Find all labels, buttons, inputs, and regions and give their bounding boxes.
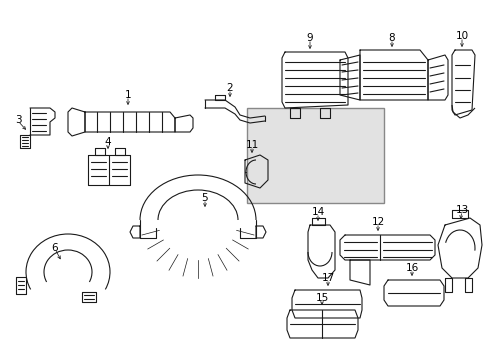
- Text: 15: 15: [315, 293, 328, 303]
- Text: 16: 16: [405, 263, 418, 273]
- Bar: [246, 108, 383, 203]
- Text: 10: 10: [454, 31, 468, 41]
- Text: 9: 9: [306, 33, 313, 43]
- Text: 6: 6: [52, 243, 58, 253]
- Text: 12: 12: [370, 217, 384, 227]
- Text: 2: 2: [226, 83, 233, 93]
- Text: 1: 1: [124, 90, 131, 100]
- Text: 4: 4: [104, 137, 111, 147]
- Text: 3: 3: [15, 115, 21, 125]
- Text: 13: 13: [454, 205, 468, 215]
- Text: 14: 14: [311, 207, 324, 217]
- Text: 8: 8: [388, 33, 394, 43]
- Text: 17: 17: [321, 273, 334, 283]
- Text: 11: 11: [245, 140, 258, 150]
- Text: 5: 5: [201, 193, 208, 203]
